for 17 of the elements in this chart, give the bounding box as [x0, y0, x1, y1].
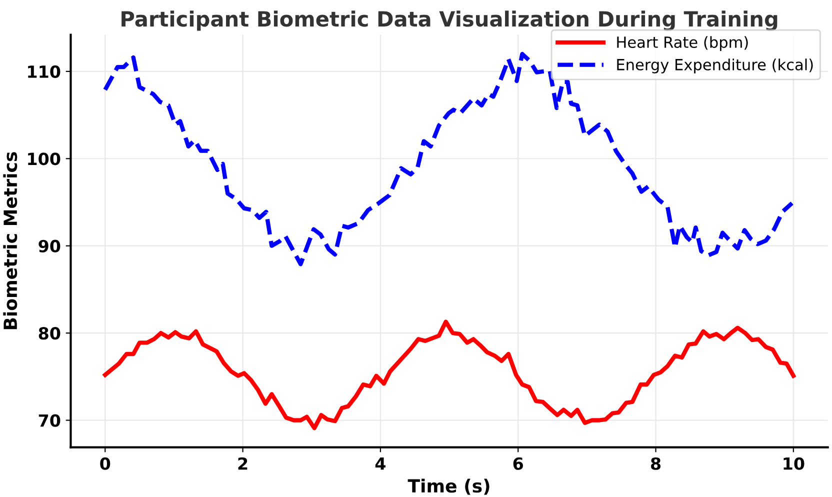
y-tick-label: 110: [28, 65, 60, 78]
x-tick-label: 0: [100, 457, 110, 470]
x-tick-label: 4: [375, 458, 386, 470]
y-tick-label: 90: [38, 240, 60, 252]
y-tick-label: 70: [38, 414, 60, 427]
legend-label: Heart Rate (bpm): [617, 36, 748, 51]
line-series: [103, 320, 796, 430]
y-tick-label: 80: [38, 327, 60, 340]
y-tick-label: 100: [28, 152, 60, 166]
y-axis-title: Biometric Metrics: [3, 152, 18, 330]
x-axis-title: Time (s): [408, 478, 490, 495]
chart-title: Participant Biometric Data Visualization During Training: [122, 10, 778, 31]
x-tick-label: 10: [784, 457, 804, 470]
legend-label: Energy Expenditure (kcal): [617, 58, 813, 74]
x-tick-label: 8: [650, 457, 661, 470]
x-tick-label: 2: [238, 457, 248, 470]
x-tick-label: 6: [513, 457, 524, 470]
